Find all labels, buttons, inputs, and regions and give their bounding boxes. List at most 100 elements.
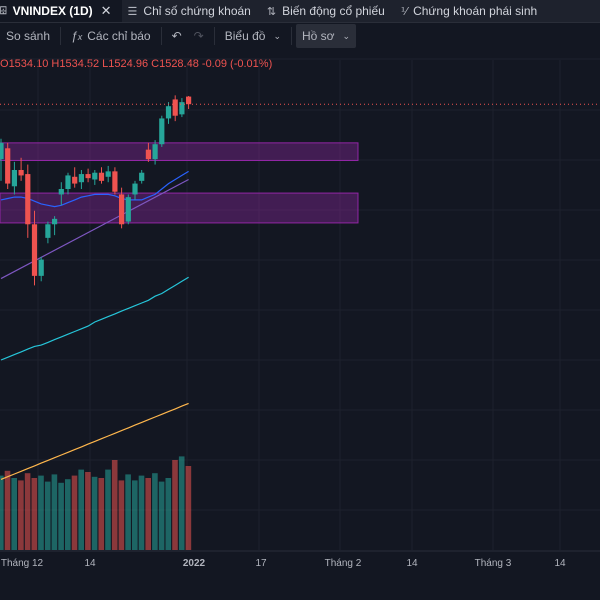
candle-body xyxy=(179,102,185,115)
candle-body xyxy=(152,144,158,160)
candles xyxy=(0,95,192,286)
tab-chi-so[interactable]: ☰ Chỉ số chứng khoán xyxy=(122,0,261,22)
candle-body xyxy=(159,118,165,145)
volume-bar xyxy=(138,475,145,550)
list-icon: ☰ xyxy=(127,5,138,18)
candle-body xyxy=(132,183,138,195)
volume-bar xyxy=(132,480,138,550)
chevron-down-icon: ⌄ xyxy=(342,30,351,41)
volume-bar xyxy=(24,473,31,550)
volume-bar xyxy=(152,473,158,550)
zone-box xyxy=(0,142,359,162)
candle-body xyxy=(78,174,84,183)
candle-body xyxy=(18,170,24,176)
ma-line xyxy=(0,170,189,208)
chart-type-label: Biểu đồ xyxy=(224,29,266,43)
tab-label: Chỉ số chứng khoán xyxy=(143,4,251,18)
toolbar-divider xyxy=(60,27,62,45)
tab-vnindex[interactable]: ⌹ VNINDEX (1D) ✕ xyxy=(0,0,122,22)
volume-bar xyxy=(0,475,4,550)
indicators-button[interactable]: ƒx Các chỉ báo xyxy=(65,24,157,48)
volume-bar xyxy=(172,460,178,550)
candle-body xyxy=(98,172,105,181)
updown-icon: ⇅ xyxy=(266,5,277,18)
volume-bar xyxy=(71,475,78,550)
tab-label: VNINDEX (1D) xyxy=(12,4,93,18)
change-value: -0.09 xyxy=(201,58,227,70)
volume-bar xyxy=(111,460,118,550)
x-tick-label: Tháng 2 xyxy=(325,558,362,569)
toolbar-divider xyxy=(290,27,292,45)
candle-body xyxy=(45,224,51,238)
volume-bar xyxy=(38,475,44,550)
candle-body xyxy=(112,171,118,192)
tab-label: Biến động cổ phiếu xyxy=(282,4,385,18)
chart-toolbar: So sánh ƒx Các chỉ báo ↶ ↷ Biểu đồ ⌄ Hồ … xyxy=(0,23,600,49)
derivative-icon: ⅟ xyxy=(400,5,408,18)
close-value: 1528.48 xyxy=(159,58,199,70)
close-icon[interactable]: ✕ xyxy=(100,3,112,18)
x-tick-label: 17 xyxy=(255,558,267,569)
profile-label: Hồ sơ xyxy=(301,29,335,43)
tab-bien-dong[interactable]: ⇅ Biến động cổ phiếu xyxy=(261,0,395,22)
toolbar-divider xyxy=(160,27,162,45)
volume-bar xyxy=(125,474,131,550)
x-tick-label: Tháng 3 xyxy=(475,558,512,569)
candle-body xyxy=(172,99,178,116)
candle-body xyxy=(38,259,44,276)
volume-bar xyxy=(185,466,192,550)
volume-bar xyxy=(51,474,58,550)
ohlc-legend: O1534.10 H1534.52 L1524.96 C1528.48 -0.0… xyxy=(0,58,272,70)
candle-body xyxy=(139,172,145,181)
compare-label: So sánh xyxy=(6,29,51,43)
volume-bar xyxy=(4,470,11,550)
volume-bar xyxy=(44,481,51,550)
volume-bar xyxy=(18,480,24,550)
time-axis: Tháng 12 14 2022 17 Tháng 2 14 Tháng 3 14 xyxy=(0,550,600,569)
x-tick-label: 14 xyxy=(554,558,566,569)
change-percent: (-0.01%) xyxy=(230,58,273,70)
candle-body xyxy=(125,197,131,222)
high-label: H xyxy=(51,58,60,70)
x-tick-label: Tháng 12 xyxy=(1,558,44,569)
x-tick-label: 2022 xyxy=(183,558,206,569)
chevron-down-icon: ⌄ xyxy=(273,30,281,41)
undo-button[interactable]: ↶ xyxy=(166,24,188,48)
chart-icon: ⌹ xyxy=(0,4,7,17)
candle-body xyxy=(11,170,17,187)
profile-button[interactable]: Hồ sơ ⌄ xyxy=(295,24,357,48)
low-label: L xyxy=(102,58,109,70)
zone-boxes xyxy=(0,142,359,224)
trend-line xyxy=(0,178,189,280)
candle-body xyxy=(165,106,172,119)
x-tick-label: 14 xyxy=(84,558,96,569)
candle-body xyxy=(145,149,151,160)
candle-body xyxy=(58,189,64,195)
volume-bar xyxy=(78,469,84,550)
moving-averages xyxy=(0,170,189,480)
tab-label: Chứng khoán phái sinh xyxy=(413,4,538,18)
tab-phai-sinh[interactable]: ⅟ Chứng khoán phái sinh xyxy=(395,0,547,22)
high-value: 1534.52 xyxy=(59,58,100,70)
chart-grid xyxy=(0,58,600,550)
compare-button[interactable]: So sánh xyxy=(0,24,56,48)
volume-bar xyxy=(65,479,71,550)
tab-bar: ⌹ VNINDEX (1D) ✕ ☰ Chỉ số chứng khoán ⇅ … xyxy=(0,0,600,23)
volume-bar xyxy=(178,456,185,550)
candle-body xyxy=(5,148,11,184)
undo-icon: ↶ xyxy=(171,29,182,43)
redo-icon: ↷ xyxy=(193,29,204,43)
candle-body xyxy=(72,176,78,184)
low-value: 1524.96 xyxy=(108,58,149,70)
volume-bar xyxy=(105,469,111,550)
volume-bar xyxy=(85,472,91,550)
toolbar-divider xyxy=(213,27,215,45)
fx-icon: ƒx xyxy=(71,29,83,43)
candle-body xyxy=(105,171,111,177)
candle-body xyxy=(119,194,125,225)
chart-type-button[interactable]: Biểu đồ ⌄ xyxy=(219,24,287,48)
volume-bar xyxy=(31,478,38,550)
redo-button[interactable]: ↷ xyxy=(188,24,210,48)
zone-box xyxy=(0,192,359,224)
